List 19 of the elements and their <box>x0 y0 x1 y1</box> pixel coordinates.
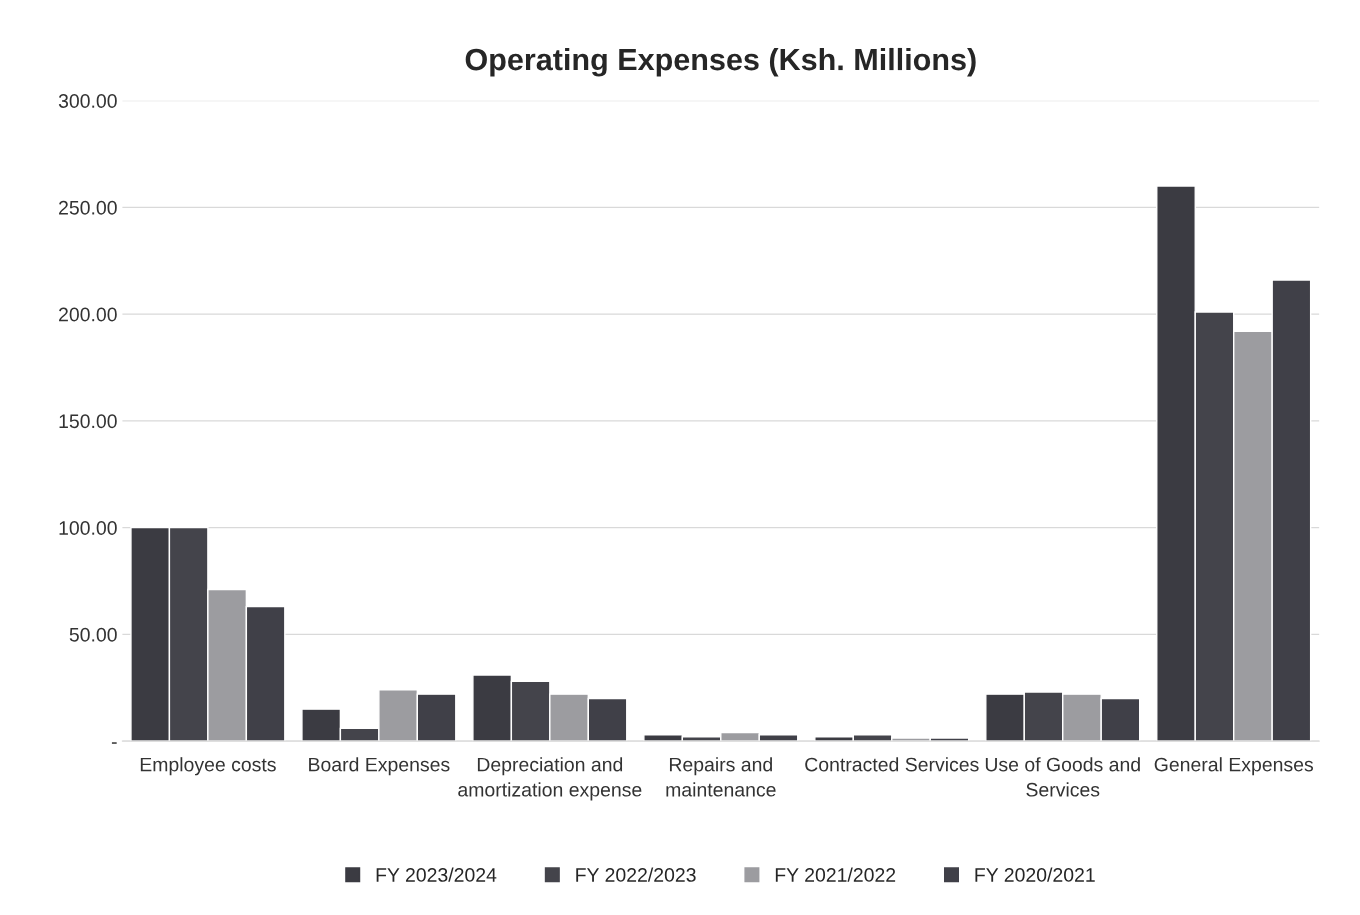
x-tick-label: Repairs and maintenance <box>666 757 776 797</box>
x-tick-label: Employee costs <box>140 757 276 776</box>
x-tick-label: General Expenses <box>1154 757 1313 776</box>
y-tick-label: 300.00 <box>58 94 117 108</box>
y-tick-label: 250.00 <box>59 200 117 215</box>
legend-label: FY 2022/2023 <box>576 867 696 882</box>
y-tick-label: - <box>111 742 117 744</box>
y-tick-label: 50.00 <box>69 627 117 642</box>
y-tick-label: 200.00 <box>59 307 117 322</box>
x-tick-label: Depreciation and amortization expense <box>458 757 642 801</box>
legend-label: FY 2023/2024 <box>376 867 497 882</box>
legend-label: FY 2020/2021 <box>975 867 1095 882</box>
legend-label: FY 2021/2022 <box>775 867 896 882</box>
x-tick-label: Board Expenses <box>309 757 450 776</box>
x-tick-label: Use of Goods and Services <box>985 757 1140 797</box>
chart-title: Operating Expenses (Ksh. Millions) <box>465 47 976 77</box>
x-tick-label: Contracted Services <box>805 757 979 772</box>
y-tick-label: 100.00 <box>59 521 117 535</box>
y-tick-label: 150.00 <box>59 414 117 429</box>
